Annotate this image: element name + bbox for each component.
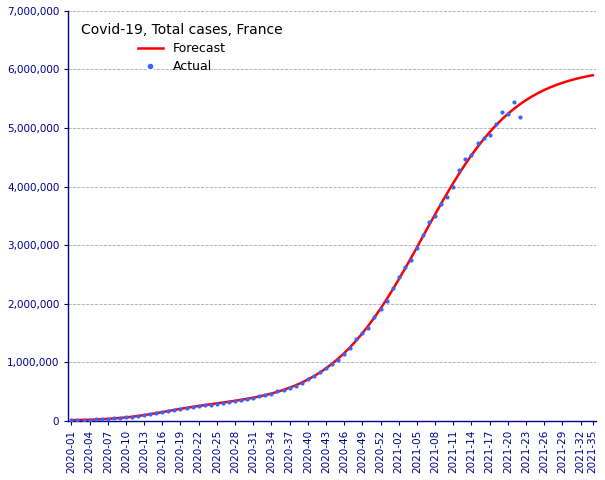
Point: [279, 386, 289, 394]
Point: [503, 110, 512, 118]
Point: [151, 409, 161, 417]
Legend: Forecast, Actual: Forecast, Actual: [74, 17, 289, 80]
Point: [218, 399, 227, 407]
Point: [497, 108, 506, 116]
Point: [182, 404, 191, 412]
Point: [243, 395, 252, 403]
Point: [376, 305, 385, 313]
Point: [364, 324, 373, 332]
Point: [430, 212, 440, 220]
Point: [91, 416, 100, 423]
Point: [127, 413, 137, 420]
Point: [249, 394, 258, 402]
Point: [424, 218, 434, 226]
Point: [394, 274, 404, 281]
Point: [121, 414, 131, 421]
Point: [231, 397, 240, 405]
Point: [436, 200, 446, 208]
Point: [145, 410, 155, 418]
Point: [509, 97, 518, 105]
Point: [303, 376, 313, 384]
Point: [454, 167, 464, 174]
Point: [194, 402, 203, 410]
Point: [267, 390, 276, 398]
Point: [169, 406, 179, 414]
Point: [115, 414, 125, 422]
Point: [133, 412, 143, 420]
Point: [163, 408, 173, 415]
Point: [79, 416, 88, 424]
Point: [485, 131, 494, 139]
Point: [109, 415, 119, 422]
Point: [139, 411, 149, 419]
Point: [309, 372, 319, 380]
Point: [352, 336, 361, 343]
Point: [358, 329, 367, 336]
Point: [261, 391, 270, 399]
Point: [406, 256, 416, 264]
Point: [412, 244, 422, 252]
Point: [466, 152, 476, 159]
Point: [333, 356, 343, 364]
Point: [297, 380, 307, 387]
Point: [479, 134, 488, 142]
Point: [237, 396, 246, 404]
Point: [200, 401, 209, 409]
Point: [473, 139, 482, 147]
Point: [339, 350, 349, 358]
Point: [448, 183, 458, 191]
Point: [97, 415, 106, 423]
Point: [400, 263, 410, 271]
Point: [418, 231, 428, 239]
Point: [85, 416, 94, 423]
Point: [491, 120, 500, 128]
Point: [285, 384, 295, 392]
Point: [73, 416, 82, 424]
Point: [321, 365, 331, 372]
Point: [515, 113, 525, 120]
Point: [212, 400, 221, 408]
Point: [255, 392, 264, 399]
Point: [67, 416, 76, 424]
Point: [291, 383, 301, 390]
Point: [273, 387, 283, 395]
Point: [370, 313, 379, 321]
Point: [157, 408, 167, 416]
Point: [460, 155, 470, 163]
Point: [327, 360, 337, 368]
Point: [315, 369, 325, 376]
Point: [382, 297, 391, 304]
Point: [388, 285, 397, 292]
Point: [206, 401, 215, 408]
Point: [345, 344, 355, 351]
Point: [224, 398, 234, 406]
Point: [103, 415, 113, 423]
Point: [175, 405, 185, 413]
Point: [188, 403, 197, 410]
Point: [442, 193, 452, 201]
